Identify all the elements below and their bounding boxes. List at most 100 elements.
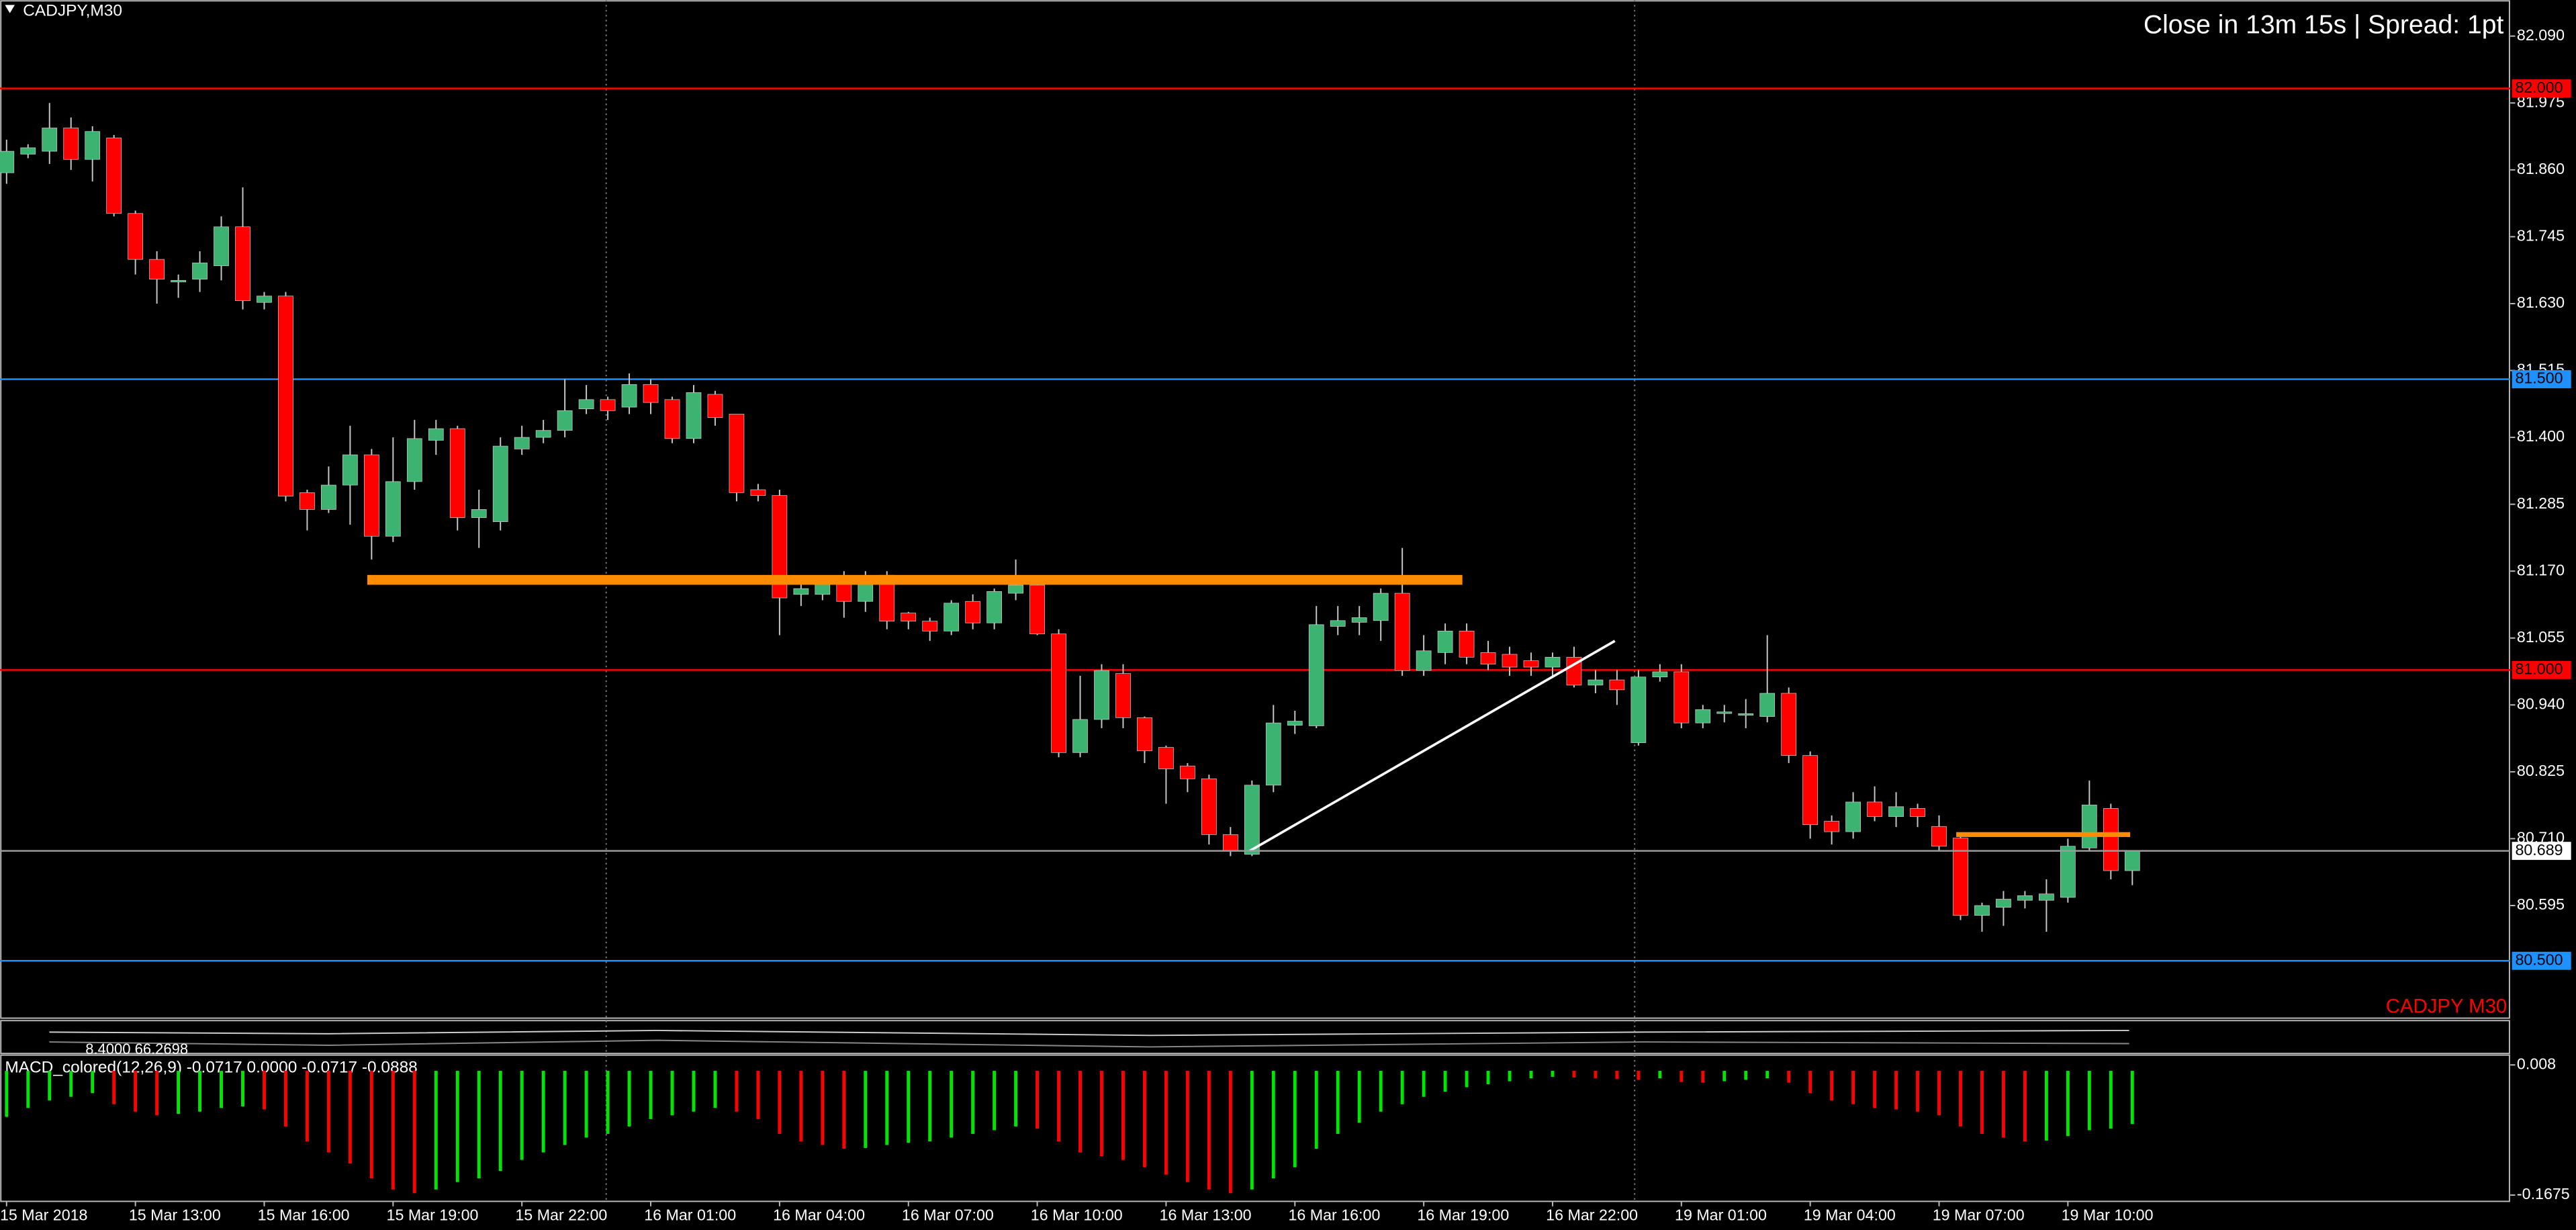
level-label-box <box>2512 660 2571 679</box>
macd-bar <box>177 1071 181 1114</box>
candle-body <box>257 296 272 303</box>
y-tick-label: 81.170 <box>2517 561 2565 578</box>
candle-body <box>1158 747 1174 769</box>
macd-bar <box>1185 1071 1189 1182</box>
macd-bar <box>1808 1071 1812 1094</box>
macd-bar <box>1143 1071 1146 1168</box>
candle-body <box>1824 821 1840 832</box>
level-label-box <box>2512 79 2571 98</box>
macd-bar <box>713 1071 717 1108</box>
candle-body <box>686 392 702 439</box>
macd-bar <box>1357 1071 1361 1123</box>
candle-body <box>1566 656 1582 686</box>
macd-bar <box>1014 1071 1018 1127</box>
candle-body <box>578 399 594 410</box>
macd-bar <box>1250 1071 1254 1190</box>
macd-bar <box>1701 1071 1705 1083</box>
candle-body <box>1373 592 1389 621</box>
y-tick-label: 0.008 <box>2517 1055 2556 1072</box>
candle-body <box>1609 679 1625 691</box>
macd-bar <box>756 1071 760 1119</box>
macd-bar <box>1873 1071 1877 1108</box>
macd-bar <box>198 1071 202 1112</box>
macd-bar <box>369 1071 373 1179</box>
x-tick-label: 16 Mar 04:00 <box>773 1206 865 1224</box>
macd-bar <box>1036 1071 1040 1129</box>
macd-bar <box>1551 1071 1555 1077</box>
candle-body <box>1437 631 1453 653</box>
candle-body <box>2124 850 2140 871</box>
watermark: CADJPY M30 <box>2386 995 2507 1017</box>
candle-body <box>1630 676 1647 743</box>
x-tick-label: 15 Mar 19:00 <box>387 1206 479 1224</box>
macd-bar <box>1572 1071 1576 1078</box>
main-panel <box>0 0 2510 1019</box>
candle-body <box>1759 693 1776 717</box>
macd-bar <box>606 1071 610 1134</box>
candle-body <box>1008 584 1023 594</box>
x-tick-label: 16 Mar 19:00 <box>1417 1206 1509 1224</box>
candle-body <box>214 226 229 267</box>
x-tick-label: 15 Mar 22:00 <box>515 1206 607 1224</box>
candle-body <box>1953 838 1968 916</box>
candle-body <box>1974 905 1990 916</box>
macd-bar <box>391 1071 395 1190</box>
candle-body <box>1545 656 1561 668</box>
macd-bar <box>69 1071 73 1097</box>
macd-bar <box>1271 1071 1275 1179</box>
candle-body <box>63 128 79 160</box>
macd-bar <box>1228 1071 1232 1194</box>
x-tick-label: 15 Mar 13:00 <box>129 1206 221 1224</box>
info-text: Close in 13m 15s | Spread: 1pt <box>2144 11 2504 40</box>
candle-body <box>643 384 659 403</box>
candle-body <box>1201 778 1217 835</box>
x-tick-label: 16 Mar 13:00 <box>1160 1206 1252 1224</box>
macd-bar <box>735 1071 739 1112</box>
candle-body <box>514 437 530 449</box>
candle-body <box>1115 673 1131 718</box>
candle-body <box>42 128 58 152</box>
candle-body <box>600 399 616 411</box>
candle-body <box>1394 592 1410 671</box>
macd-bar <box>1851 1071 1855 1104</box>
macd-bar <box>541 1071 545 1153</box>
candle-body <box>1180 765 1195 779</box>
macd-bar <box>1937 1071 1941 1116</box>
macd-bar <box>1637 1071 1641 1080</box>
candle-body <box>1222 834 1238 851</box>
macd-bar <box>1400 1071 1404 1104</box>
candle-body <box>1845 801 1861 832</box>
candle-body <box>1480 652 1496 665</box>
indicator-label: 8.4000 66.2698 <box>85 1041 188 1057</box>
y-tick-label: 80.825 <box>2517 762 2565 779</box>
candle-body <box>944 603 960 631</box>
menu-arrow[interactable] <box>5 5 15 13</box>
macd-bar <box>1314 1071 1318 1149</box>
candle-body <box>149 259 165 279</box>
macd-bar <box>1078 1071 1082 1153</box>
macd-bar <box>842 1071 846 1149</box>
candle-body <box>1716 711 1733 714</box>
level-label-box <box>2512 951 2571 970</box>
indicator-line <box>49 1029 2129 1037</box>
macd-bar <box>563 1071 567 1145</box>
macd-bar <box>284 1071 287 1127</box>
candle-body <box>1072 719 1088 753</box>
candle-body <box>750 489 766 496</box>
y-tick-label: 80.595 <box>2517 895 2565 913</box>
y-tick-label: 81.745 <box>2517 227 2565 245</box>
macd-bar <box>649 1071 653 1119</box>
x-tick-label: 19 Mar 01:00 <box>1675 1206 1767 1224</box>
macd-bar <box>1465 1071 1469 1088</box>
candle-body <box>171 279 186 283</box>
macd-bar <box>1486 1071 1490 1084</box>
macd-bar <box>1529 1071 1533 1079</box>
candle-body <box>0 150 15 173</box>
candle-body <box>128 213 144 260</box>
candle-body <box>406 438 422 482</box>
macd-bar <box>1336 1071 1340 1134</box>
macd-bar <box>5 1071 9 1117</box>
macd-bar <box>971 1071 975 1134</box>
